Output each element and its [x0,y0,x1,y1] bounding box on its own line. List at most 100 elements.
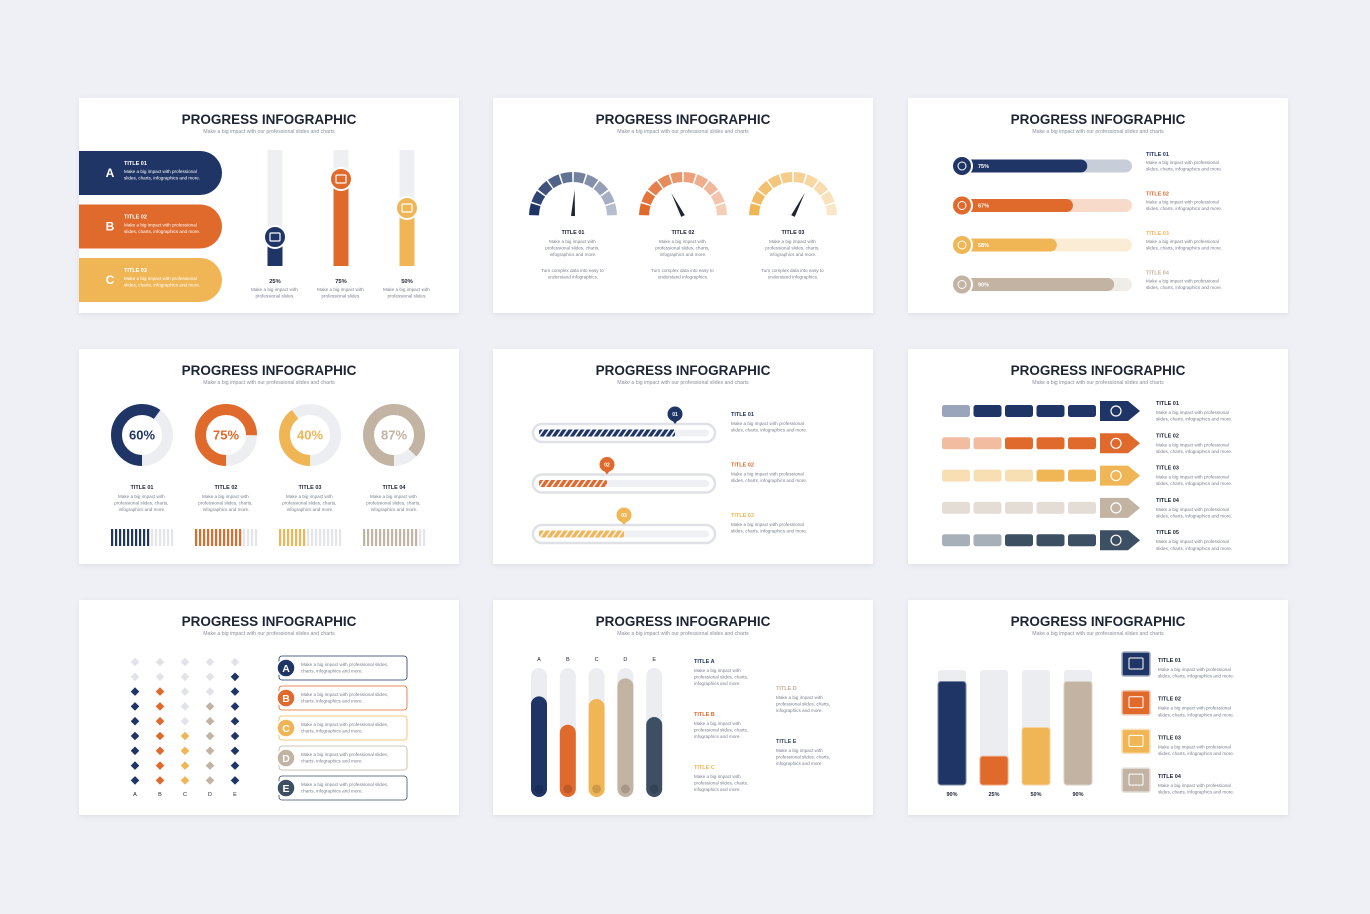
item-letter: B [282,693,290,705]
slide: PROGRESS INFOGRAPHIC Make a big impact wi… [908,98,1288,313]
text-line: professional slides, charts, [765,246,820,251]
text-line: Turn complex data into easy to [541,268,605,273]
stripe [151,529,154,546]
body-text: Make a big impact with professional slid… [366,494,421,512]
gauge-segment [703,180,719,196]
diamond [130,746,140,756]
text-line: Make a big impact with [769,239,817,244]
stripe [415,529,418,546]
text-line: slides, charts, infographics and more. [124,176,200,181]
bar-icon [329,167,353,191]
bar-label: 90% [978,283,989,289]
column-label: E [233,792,237,798]
body-text: Make a big impact with professional slid… [731,522,807,534]
icon-glyph [1128,734,1144,747]
marker-label: 03 [621,513,627,519]
body-text: Make a big impact with professional slid… [545,239,600,257]
diamond [180,672,190,682]
slide-title: PROGRESS INFOGRAPHIC [182,363,357,378]
diamond [230,761,240,770]
bar-knob [563,784,573,794]
slide-title: PROGRESS INFOGRAPHIC [182,614,357,629]
text-line: Make a big impact with [776,748,824,753]
segment [1036,437,1065,450]
tab [79,151,222,195]
bar-icon [951,273,973,296]
stripe [327,529,330,546]
tab [79,204,222,249]
donut-label: 40% [297,428,323,443]
segment [1068,405,1096,417]
arrow [1100,401,1140,421]
gauge-segment [657,174,672,189]
gauge-segment [531,190,546,205]
arrow [1100,465,1140,486]
bar [979,755,1009,786]
bar [617,678,634,797]
item-icon [1121,728,1151,755]
gauge-segment [793,172,806,184]
text-line: Make a big impact with [694,668,742,673]
bar-label: 50% [401,279,413,285]
text-line: slides, charts, infographics and more. [731,529,807,534]
diamond [130,702,140,711]
slide-title: PROGRESS INFOGRAPHIC [596,614,771,629]
item-title: TITLE A [694,659,715,665]
bar [953,159,1088,173]
slide-subtitle: Make a big impact with our professional … [617,631,749,637]
text-line: slides, charts, infographics and more. [1146,285,1222,290]
stripe [195,529,198,546]
stripe [367,529,370,546]
text-line: infographics and more. [550,252,597,257]
segment [973,437,1002,450]
gauge-segment [600,190,615,205]
bar [953,238,1057,252]
segment [942,501,970,514]
bar-icon [951,194,973,217]
text-line: charts, infographics and more. [301,789,363,794]
stripe [371,529,374,546]
marker-label: 02 [604,463,610,469]
stripe [255,529,258,546]
gauge-needle [791,192,805,217]
gauge-segment [641,190,656,205]
donut-label: 60% [129,428,155,443]
text-line: Make a big impact with professional [1146,160,1220,165]
stripe [131,529,134,546]
text-line: Make a big impact with professional [1158,783,1232,788]
slide: PROGRESS INFOGRAPHIC Make a big impact wi… [493,98,873,313]
icon-glyph [1110,437,1122,449]
body-text: Turn complex data into easy to understan… [541,268,605,280]
item-title: TITLE 04 [383,485,407,491]
segment [1068,501,1096,514]
slide-subtitle: Make a big impact with our professional … [1032,129,1164,135]
diamond [155,716,165,726]
text-line: Make a big impact with professional [1146,279,1220,284]
stripe [171,529,174,546]
item-badge [276,658,296,678]
diamond [155,746,165,756]
donut-arc [111,404,173,466]
segment [973,501,1002,514]
body-text: Make a big impact with professional slid… [1156,539,1232,551]
stripe [423,529,426,546]
item-title: TITLE 03 [1156,466,1179,472]
text-line: slides, charts, infographics and more. [1156,417,1232,422]
diamond [180,716,190,726]
item-title: TITLE 01 [1146,152,1169,158]
text-line: slides, charts, infographics and more. [1156,481,1232,486]
body-text: Make a big impact with professional slid… [1146,239,1222,251]
gauge-segment [694,174,709,189]
icon-glyph [957,240,967,250]
body-text: Make a big impact with professional slid… [694,721,749,739]
stripe [395,529,398,546]
icon-glyph [335,174,347,184]
stripe [279,529,282,546]
icon-glyph [1110,405,1122,417]
text-line: professional slides, charts, [198,501,253,506]
gauge-segment [573,172,586,184]
text-line: Turn complex data into easy to [761,268,825,273]
segment [973,405,1002,417]
diamond [180,687,190,696]
